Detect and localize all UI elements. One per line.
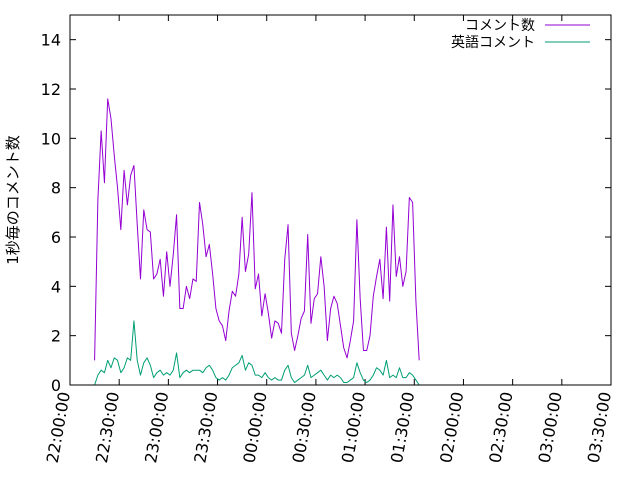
series-layer: [94, 98, 420, 386]
y-tick-label: 2: [51, 327, 61, 346]
y-tick-label: 0: [51, 376, 61, 395]
y-tick-label: 4: [51, 277, 61, 296]
y-axis-label: 1秒毎のコメント数: [4, 135, 22, 265]
legend-label-0: コメント数: [465, 18, 535, 34]
legend-label-1: 英語コメント: [451, 34, 535, 51]
series-line-0: [94, 98, 420, 361]
y-tick-label: 6: [51, 228, 61, 247]
series-line-1: [94, 320, 420, 386]
y-tick-label: 12: [41, 80, 61, 99]
plot-frame: [69, 14, 612, 386]
y-tick-label: 8: [51, 179, 61, 198]
y-tick-label: 10: [41, 129, 61, 148]
y-axis-ticks: 0 2 4 6 8 10 12 14: [41, 31, 611, 395]
y-tick-label: 14: [41, 31, 61, 50]
